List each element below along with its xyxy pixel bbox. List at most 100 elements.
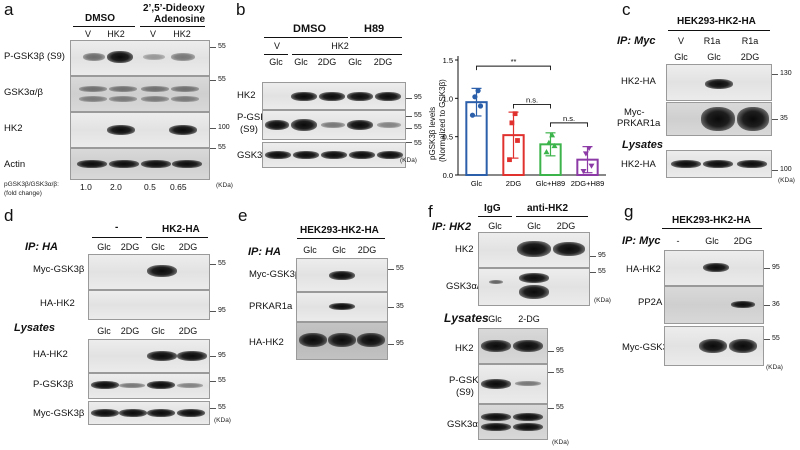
band	[515, 381, 541, 386]
marker-tick	[210, 128, 216, 129]
kda-label: (KDa)	[778, 177, 795, 184]
lane-label: Glc	[332, 245, 346, 255]
row-label: (S9)	[456, 387, 474, 398]
band	[147, 381, 175, 389]
panel-label: f	[428, 202, 433, 221]
band	[265, 120, 289, 130]
band	[481, 413, 511, 421]
band	[705, 79, 733, 89]
band	[119, 383, 145, 388]
marker-tick	[406, 128, 412, 129]
row-label: P-GSK3β	[237, 112, 278, 123]
row-label: P-GSK3β	[33, 379, 74, 390]
band	[79, 96, 107, 102]
blot-myc-gsk3b	[296, 258, 388, 292]
marker-label: 95	[218, 307, 226, 314]
band	[737, 160, 767, 168]
band	[377, 122, 401, 128]
marker-tick	[590, 256, 596, 257]
ip-label: IP: HA	[25, 241, 58, 253]
band	[109, 96, 137, 102]
row-label: HK2-HA	[621, 159, 656, 170]
band	[77, 160, 107, 168]
row-label: GSK3α/β	[4, 87, 43, 98]
band	[347, 92, 373, 101]
cell-line-underline	[668, 30, 770, 31]
band	[107, 125, 135, 135]
marker-label: 55	[218, 43, 226, 50]
ratio-label: pGSK3β/GSK3α/β:	[4, 181, 59, 188]
treatment-label: 2’,5’-Dideoxy	[143, 3, 205, 14]
band	[489, 280, 503, 284]
band	[291, 119, 317, 131]
blot-hk2-ha-lysate	[666, 150, 772, 178]
band	[328, 333, 356, 347]
ip-label: IP: Myc	[622, 235, 661, 247]
group-label: anti-HK2	[527, 203, 569, 214]
marker-label: 55	[556, 368, 564, 375]
marker-label: 55	[598, 268, 606, 275]
band	[171, 53, 195, 61]
band	[107, 51, 133, 63]
band	[671, 160, 701, 168]
lane-label: 2DG	[178, 326, 198, 336]
marker-tick	[548, 351, 554, 352]
cell-line-underline	[662, 228, 762, 229]
blot-gsk3b	[262, 142, 406, 168]
marker-label: 55	[414, 112, 422, 119]
band	[147, 351, 177, 361]
lane-label: Glc	[151, 242, 165, 252]
blot-myc-gsk3b-ip	[88, 254, 210, 290]
construct-label: HK2-HA	[162, 224, 200, 235]
blot-gsk3ab-ip	[478, 268, 590, 306]
lysates-label: Lysates	[622, 139, 663, 151]
marker-tick	[772, 119, 778, 120]
row-label: Myc-GSK3β	[622, 342, 674, 353]
data-point	[582, 151, 589, 157]
band	[83, 53, 105, 61]
marker-label: 95	[218, 352, 226, 359]
blot-p-gsk3b	[262, 110, 406, 140]
treatment-label: H89	[364, 23, 385, 35]
row-label: PP2A	[638, 297, 663, 308]
data-point	[545, 139, 552, 145]
group-underline	[516, 216, 588, 217]
marker-label: 55	[218, 76, 226, 83]
marker-tick	[388, 269, 394, 270]
x-tick-label: 2DG+H89	[571, 179, 605, 188]
blot-actin	[70, 148, 210, 180]
band	[91, 381, 119, 389]
blot-myc-prkar1a	[666, 102, 772, 136]
band	[513, 340, 543, 352]
band	[329, 271, 355, 280]
kda-label: (KDa)	[216, 182, 233, 189]
treatment-label: DMSO	[85, 13, 115, 24]
marker-tick	[548, 372, 554, 373]
chart-bars: ** n.s. n.s.	[465, 57, 599, 177]
band	[169, 125, 197, 135]
row-label: HK2	[455, 343, 474, 354]
row-label: HK2	[455, 244, 474, 255]
marker-label: 130	[780, 70, 792, 77]
band	[141, 160, 171, 168]
band	[321, 122, 345, 128]
kda-label: (KDa)	[214, 417, 231, 424]
ratio-value: 0.65	[170, 182, 187, 192]
ip-label: IP: Myc	[617, 35, 656, 47]
band	[119, 409, 147, 417]
band	[141, 86, 169, 92]
row-label: Myc-GSK3β	[33, 408, 85, 419]
marker-tick	[764, 305, 770, 306]
group-underline	[478, 216, 512, 217]
row-label: HK2	[237, 90, 256, 101]
data-point	[549, 132, 556, 138]
row-label: PRKAR1a	[249, 301, 293, 312]
lane-label: 2DG	[120, 326, 140, 336]
ratio-value: 2.0	[110, 182, 122, 192]
data-point	[475, 88, 481, 94]
lane-label: Glc	[303, 245, 317, 255]
band	[177, 383, 203, 388]
lane-label: Glc	[705, 236, 719, 246]
blot-hk2-lysate	[478, 328, 548, 364]
panel-label: e	[238, 206, 248, 225]
